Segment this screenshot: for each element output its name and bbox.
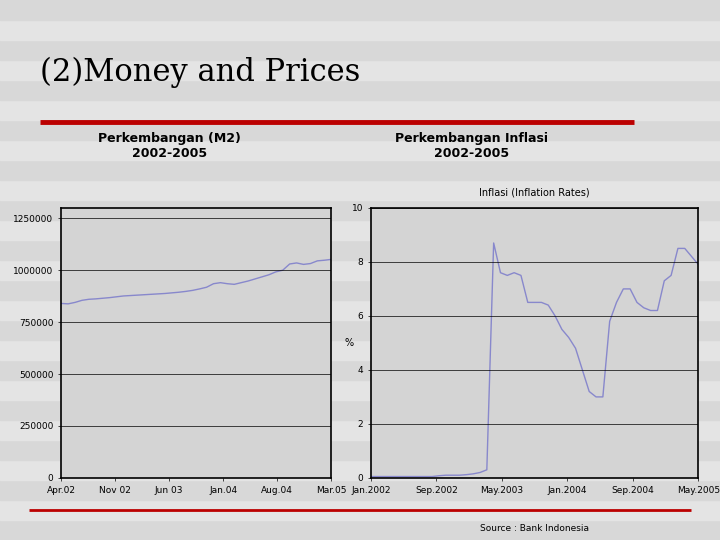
Text: Perkembangan (M2)
2002-2005: Perkembangan (M2) 2002-2005 — [98, 132, 240, 160]
Bar — [0, 60, 720, 80]
Text: Inflasi (Inflation Rates): Inflasi (Inflation Rates) — [480, 187, 590, 197]
Bar — [0, 300, 720, 320]
Bar — [0, 320, 720, 340]
Bar — [0, 80, 720, 100]
Bar — [0, 240, 720, 260]
Bar — [0, 100, 720, 120]
Text: Source : Bank Indonesia: Source : Bank Indonesia — [480, 524, 589, 533]
Bar — [0, 420, 720, 440]
Bar — [0, 180, 720, 200]
Bar — [0, 500, 720, 520]
Bar — [0, 380, 720, 400]
Bar — [0, 520, 720, 540]
Text: %: % — [345, 338, 354, 348]
Bar — [0, 480, 720, 500]
Bar — [0, 120, 720, 140]
Bar — [0, 140, 720, 160]
Bar — [0, 40, 720, 60]
Bar — [0, 220, 720, 240]
Bar — [0, 0, 720, 20]
Bar — [0, 400, 720, 420]
Bar — [0, 340, 720, 360]
Text: (2)Money and Prices: (2)Money and Prices — [40, 57, 360, 88]
Bar — [0, 260, 720, 280]
Bar — [0, 20, 720, 40]
Bar — [0, 200, 720, 220]
Bar — [0, 460, 720, 480]
Bar — [0, 360, 720, 380]
Bar — [0, 280, 720, 300]
Bar — [0, 160, 720, 180]
Bar — [0, 440, 720, 460]
Text: Perkembangan Inflasi
2002-2005: Perkembangan Inflasi 2002-2005 — [395, 132, 548, 160]
